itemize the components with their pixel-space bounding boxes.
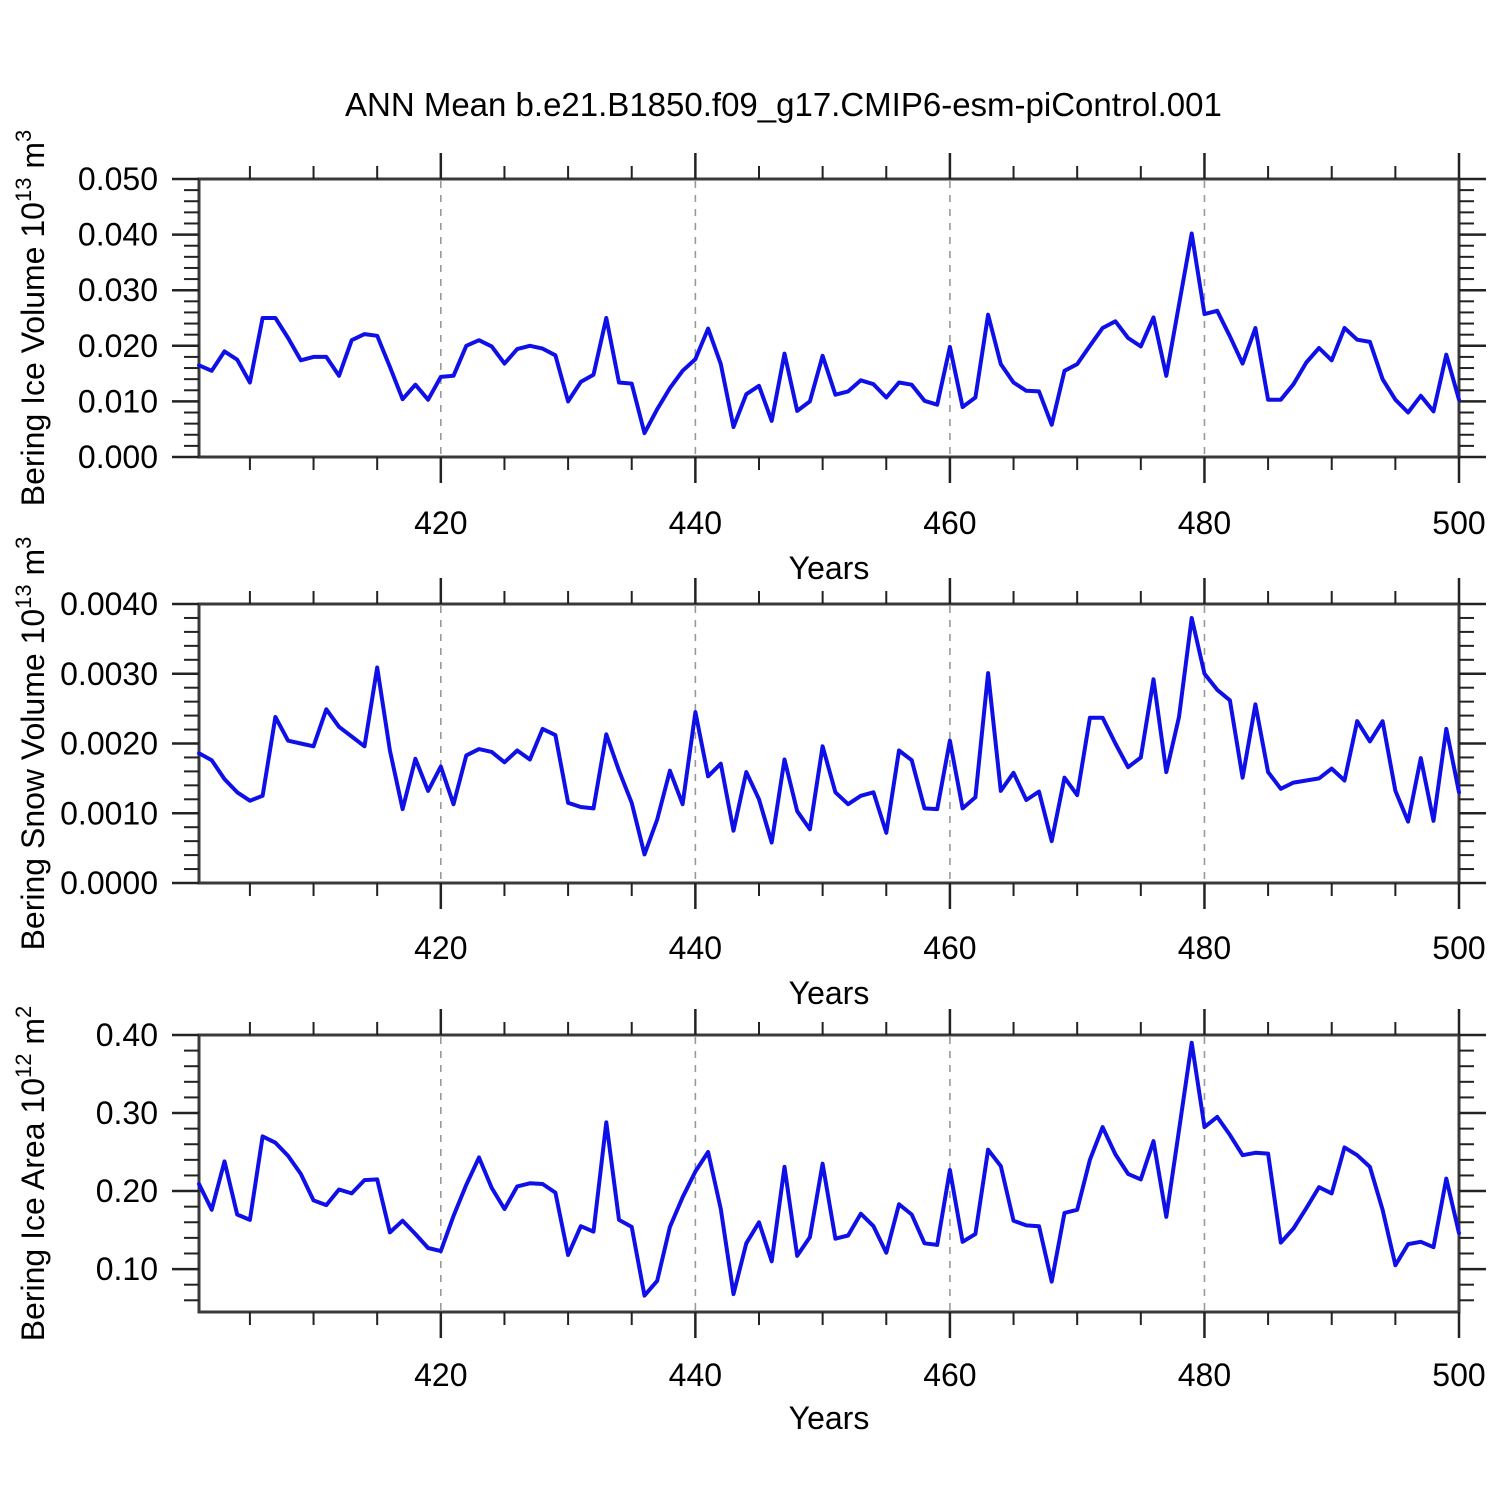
series-line-ice-volume — [197, 231, 1461, 436]
x-tick-label: 460 — [923, 930, 976, 966]
series-line-ice-area — [197, 1040, 1461, 1298]
y-tick-label: 0.040 — [78, 217, 158, 253]
panel-ice-area: 420 440 460 480 500 0.10 0.20 0.30 0.40 Years Beri… — [11, 1006, 1486, 1436]
panel-ice-volume: 420 440 460 480 500 0.000 0.010 0.020 0.030 0.040… — [11, 130, 1486, 586]
x-tick-label: 500 — [1432, 930, 1485, 966]
y-tick-label: 0.030 — [78, 272, 158, 308]
series-line-snow-volume — [197, 616, 1461, 857]
y-tick-label: 0.0020 — [60, 726, 158, 762]
y-tick-label: 0.0010 — [60, 795, 158, 831]
x-tick-label: 440 — [669, 505, 722, 541]
y-tick-label: 0.0000 — [60, 865, 158, 901]
y-tick-label: 0.40 — [96, 1017, 158, 1053]
panel-snow-volume: 420 440 460 480 500 0.0000 0.0010 0.0020 0.0030 0… — [11, 537, 1486, 1011]
x-tick-label: 440 — [669, 930, 722, 966]
y-tick-label: 0.000 — [78, 439, 158, 475]
y-tick-label: 0.30 — [96, 1095, 158, 1131]
y-tick-label: 0.010 — [78, 383, 158, 419]
x-tick-label: 500 — [1432, 1357, 1485, 1393]
x-axis-title: Years — [789, 1400, 870, 1436]
y-tick-label: 0.020 — [78, 328, 158, 364]
x-tick-label: 480 — [1178, 1357, 1231, 1393]
x-axis-title: Years — [789, 975, 870, 1011]
y-axis-title: Bering Ice Volume 1013 m3 — [11, 130, 51, 506]
y-tick-label: 0.10 — [96, 1251, 158, 1287]
chart-title: ANN Mean b.e21.B1850.f09_g17.CMIP6-esm-p… — [345, 86, 1222, 123]
y-axis-title: Bering Ice Area 1012 m2 — [11, 1006, 51, 1342]
x-tick-label: 460 — [923, 505, 976, 541]
y-axis-title: Bering Snow Volume 1013 m3 — [11, 537, 51, 951]
x-axis-title: Years — [789, 550, 870, 586]
panel-frame — [197, 1033, 1461, 1314]
x-tick-label: 460 — [923, 1357, 976, 1393]
x-tick-label: 420 — [414, 505, 467, 541]
x-tick-label: 480 — [1178, 505, 1231, 541]
x-tick-label: 440 — [669, 1357, 722, 1393]
y-tick-label: 0.0030 — [60, 656, 158, 692]
y-tick-label: 0.050 — [78, 161, 158, 197]
x-tick-label: 500 — [1432, 505, 1485, 541]
panel-frame — [197, 177, 1461, 459]
y-tick-label: 0.20 — [96, 1173, 158, 1209]
x-tick-label: 420 — [414, 930, 467, 966]
y-tick-label: 0.0040 — [60, 586, 158, 622]
x-tick-label: 480 — [1178, 930, 1231, 966]
x-tick-label: 420 — [414, 1357, 467, 1393]
